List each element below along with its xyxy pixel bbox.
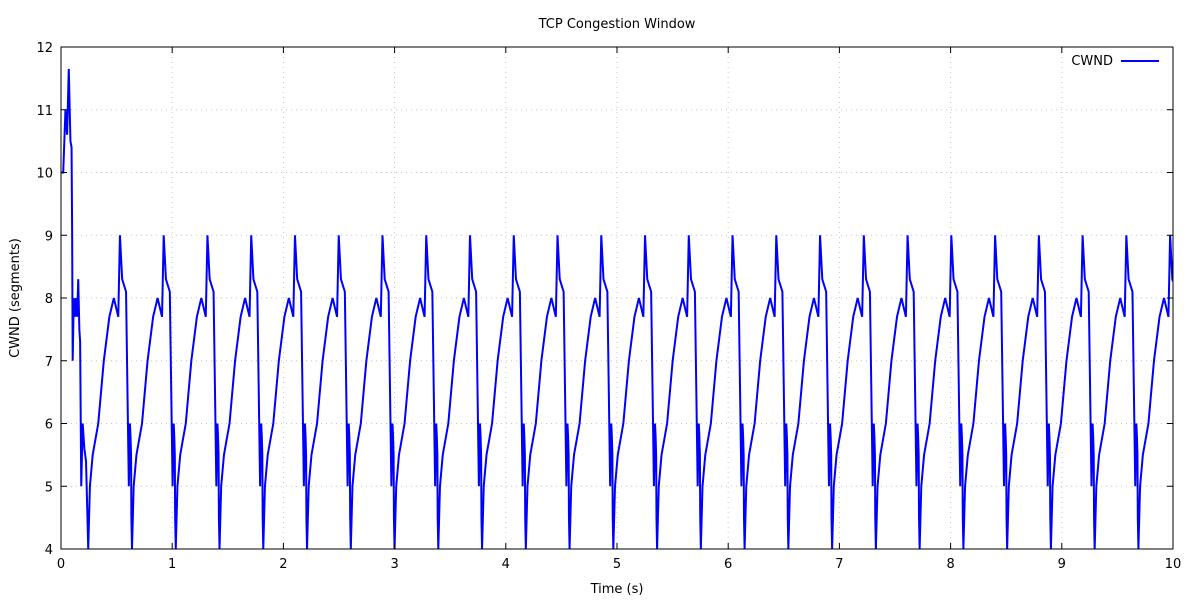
x-tick-label: 10 (1165, 557, 1182, 572)
y-tick-label: 12 (36, 41, 53, 56)
y-tick-label: 11 (36, 104, 53, 119)
x-tick-label: 1 (168, 557, 176, 572)
y-tick-label: 5 (45, 480, 53, 495)
y-tick-label: 7 (45, 355, 53, 370)
axis-ticks (60, 46, 1174, 550)
chart-title: TCP Congestion Window (538, 17, 696, 32)
x-tick-label: 6 (724, 557, 732, 572)
x-tick-label: 8 (946, 557, 954, 572)
legend: CWND (1071, 54, 1159, 69)
x-axis-title: Time (s) (590, 582, 644, 597)
series-line-cwnd (61, 68, 1173, 549)
y-tick-label: 4 (45, 543, 53, 558)
grid (61, 47, 1173, 549)
y-tick-label: 10 (36, 167, 53, 182)
x-tick-label: 5 (613, 557, 621, 572)
y-tick-label: 8 (45, 292, 53, 307)
plot-area (61, 68, 1173, 549)
legend-label: CWND (1071, 54, 1113, 69)
y-tick-label: 9 (45, 229, 53, 244)
x-tick-label: 0 (57, 557, 65, 572)
x-tick-label: 4 (502, 557, 510, 572)
x-tick-label: 3 (390, 557, 398, 572)
y-axis-title: CWND (segments) (8, 238, 23, 358)
x-tick-label: 7 (835, 557, 843, 572)
y-tick-label: 6 (45, 418, 53, 433)
x-tick-label: 9 (1058, 557, 1066, 572)
x-tick-label: 2 (279, 557, 287, 572)
